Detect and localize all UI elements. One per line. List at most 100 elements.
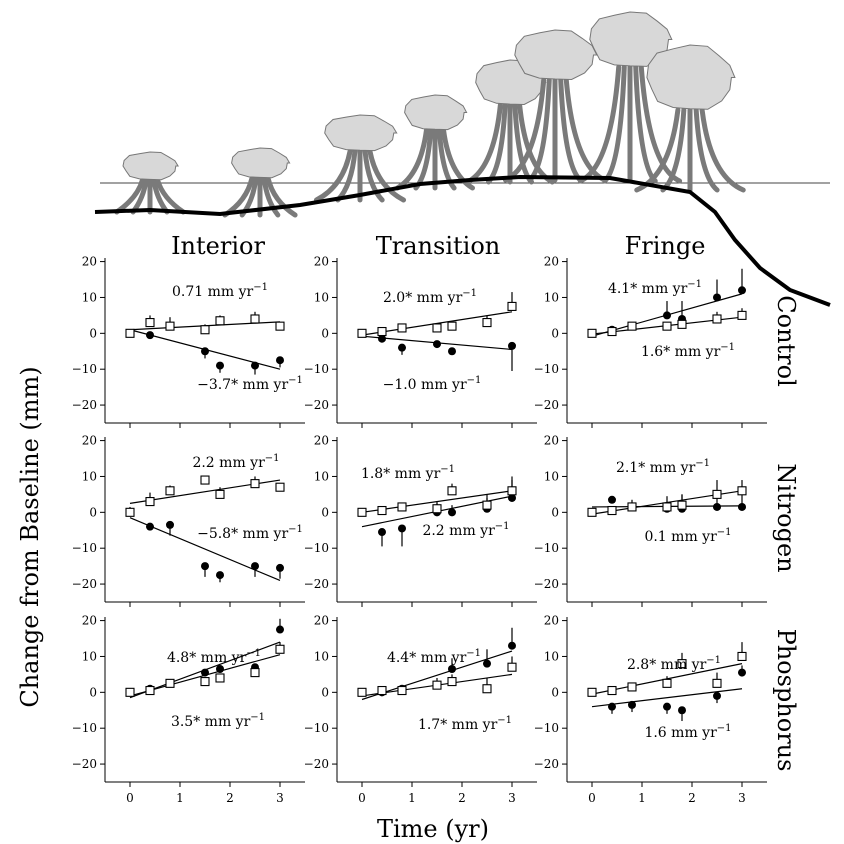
y-tick-label: 0: [89, 505, 97, 519]
column-header-interior: Interior: [171, 232, 265, 260]
y-tick-label: −20: [304, 577, 329, 591]
y-tick-label: 10: [314, 649, 329, 663]
open-square-point: [145, 685, 155, 696]
open-square-point: [275, 482, 285, 492]
open-square-point: [677, 500, 687, 510]
open-square-point: [357, 507, 367, 517]
x-tick-label: 1: [408, 791, 416, 805]
y-tick-label: −10: [534, 362, 559, 376]
x-tick-label: 1: [638, 791, 646, 805]
panel-control-transition: 20 10 0 −10 −20 2.0* mm yr−1 −1.0 mm yr−1: [304, 255, 537, 428]
x-tick-label: 0: [588, 791, 596, 805]
y-tick-label: 0: [551, 326, 559, 340]
open-square-point: [482, 684, 492, 694]
open-square-point: [275, 321, 285, 331]
open-series-rate-label: 1.8* mm yr−1: [361, 464, 455, 482]
open-square-point: [432, 504, 442, 514]
open-square-point: [250, 668, 260, 678]
open-square-point: [165, 678, 175, 688]
panel-control-fringe: 20 10 0 −10 −20 1.6* mm yr−1 4.1* mm yr−1: [534, 255, 767, 428]
open-square-point: [607, 685, 617, 696]
open-square-point: [677, 319, 687, 329]
closed-circle-point: [738, 502, 746, 511]
closed-circle-point: [608, 702, 616, 711]
open-square-point: [662, 678, 672, 688]
x-tick-label: 3: [276, 791, 284, 805]
y-tick-label: −10: [534, 721, 559, 735]
panel-nitrogen-transition: 20 10 0 −10 −20 1.8* mm yr−1 2.2 mm yr−1: [304, 434, 537, 607]
row-header-nitrogen: Nitrogen: [772, 463, 800, 572]
column-header-fringe: Fringe: [625, 232, 706, 260]
y-tick-label: 10: [82, 290, 97, 304]
y-axis-title: Change from Baseline (mm): [16, 366, 44, 707]
open-series-rate-label: 3.5* mm yr−1: [171, 712, 265, 730]
mangrove-tree: [222, 147, 298, 218]
closed-circle-point: [738, 668, 746, 677]
open-square-point: [737, 651, 747, 662]
closed-circle-point: [663, 702, 671, 711]
y-tick-label: 0: [89, 685, 97, 699]
open-square-point: [377, 685, 387, 696]
y-tick-label: 0: [321, 505, 329, 519]
closed-series-rate-label: −5.8* mm yr−1: [197, 524, 303, 542]
closed-series-rate-label: −3.7* mm yr−1: [197, 375, 303, 393]
open-square-point: [397, 323, 407, 333]
closed-circle-point: [251, 562, 259, 571]
y-tick-label: 20: [314, 434, 329, 448]
open-square-point: [712, 314, 722, 324]
closed-circle-point: [276, 625, 284, 634]
closed-circle-point: [216, 361, 224, 370]
closed-circle-point: [201, 668, 209, 677]
closed-circle-point: [508, 641, 516, 650]
open-square-point: [432, 323, 442, 333]
closed-circle-point: [276, 356, 284, 365]
open-square-point: [125, 328, 135, 338]
y-tick-label: 0: [551, 505, 559, 519]
open-square-point: [125, 687, 135, 697]
panel-nitrogen-fringe: 20 10 0 −10 −20 2.1* mm yr−1 0.1 mm yr−1: [534, 434, 767, 607]
panel-phosphorus-transition: 20 10 0 −10 −20 0 1 2 3 1.7* mm yr−1 4.4* mm yr−1: [304, 614, 537, 805]
open-series-rate-label: 2.1* mm yr−1: [616, 458, 710, 476]
closed-circle-point: [378, 528, 386, 537]
closed-circle-point: [448, 508, 456, 517]
x-tick-label: 1: [176, 791, 184, 805]
closed-circle-point: [398, 524, 406, 533]
open-square-point: [145, 497, 155, 507]
open-square-point: [200, 325, 210, 335]
open-series-rate-label: 0.71 mm yr−1: [172, 282, 268, 300]
open-series-rate-label: 2.0* mm yr−1: [383, 288, 477, 306]
open-square-point: [447, 321, 457, 331]
y-tick-label: 10: [544, 290, 559, 304]
y-tick-label: 10: [82, 649, 97, 663]
closed-circle-point: [398, 343, 406, 352]
y-tick-label: −20: [534, 398, 559, 412]
open-square-point: [627, 321, 637, 331]
closed-circle-point: [448, 665, 456, 674]
y-tick-label: −10: [72, 541, 97, 555]
closed-series-rate-label: 4.1* mm yr−1: [608, 279, 702, 297]
y-tick-label: −10: [304, 541, 329, 555]
y-tick-label: 20: [314, 255, 329, 269]
open-square-point: [627, 502, 637, 512]
closed-circle-point: [663, 311, 671, 320]
y-tick-label: −10: [304, 721, 329, 735]
open-square-point: [215, 316, 225, 326]
closed-circle-point: [608, 495, 616, 504]
open-square-point: [677, 659, 687, 669]
open-square-point: [165, 486, 175, 496]
x-tick-label: 3: [738, 791, 746, 805]
closed-circle-point: [216, 571, 224, 580]
open-square-point: [662, 321, 672, 331]
open-square-point: [215, 673, 225, 683]
y-tick-label: −10: [304, 362, 329, 376]
closed-series-rate-label: 1.6 mm yr−1: [644, 723, 731, 741]
open-square-point: [250, 314, 260, 324]
open-square-point: [712, 489, 722, 499]
closed-circle-point: [713, 293, 721, 302]
closed-circle-point: [508, 341, 516, 350]
y-tick-label: 20: [544, 614, 559, 628]
open-square-point: [250, 479, 260, 489]
open-square-point: [587, 328, 597, 338]
y-tick-label: −20: [534, 577, 559, 591]
